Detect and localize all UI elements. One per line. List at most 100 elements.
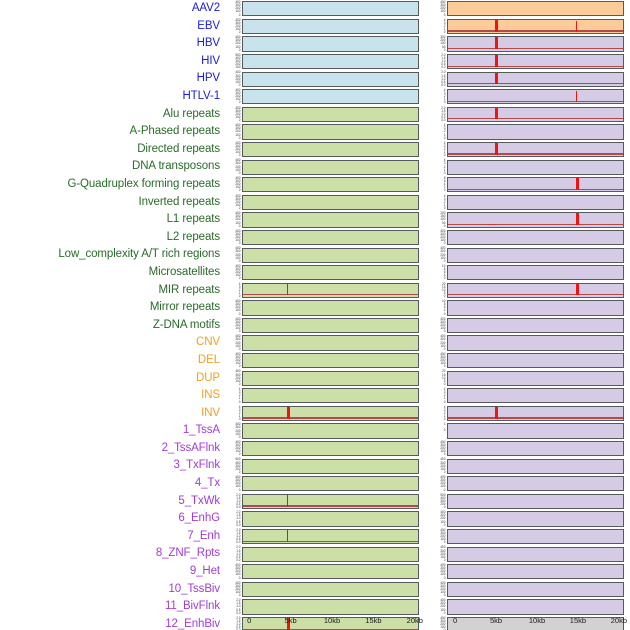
track-panel-right[interactable] <box>447 599 624 615</box>
track-panel-right[interactable] <box>447 300 624 316</box>
track-panel-left[interactable] <box>242 106 419 122</box>
track-panel-left[interactable] <box>242 89 419 105</box>
track-panel-right[interactable] <box>447 353 624 369</box>
track-panel-left[interactable] <box>242 18 419 34</box>
track-panel-right[interactable] <box>447 71 624 87</box>
track-panel-left[interactable] <box>242 441 419 457</box>
feature-spike[interactable] <box>495 143 499 155</box>
feature-spike[interactable] <box>495 37 499 50</box>
track-panel-right[interactable] <box>447 141 624 158</box>
track-panel-right[interactable] <box>447 89 624 105</box>
track-panel-left[interactable] <box>242 564 419 580</box>
track-panel-right[interactable] <box>447 441 624 457</box>
track-panel-right[interactable] <box>447 194 624 210</box>
track-panel-right[interactable] <box>447 247 624 263</box>
track-panel-left[interactable] <box>242 194 419 210</box>
track-panel-right[interactable] <box>447 335 624 351</box>
feature-spike[interactable] <box>490 223 492 226</box>
track-panel-right[interactable] <box>447 458 624 474</box>
track-panel-right[interactable] <box>447 388 624 404</box>
track-row: Microsatellites 400 300 200 100 0 10 8 6 4 0 <box>0 264 630 282</box>
track-panel-left[interactable] <box>242 476 419 492</box>
track-panel-left[interactable] <box>242 423 419 439</box>
track-panel-left[interactable] <box>242 493 419 510</box>
track-panel-right[interactable] <box>447 546 624 562</box>
track-panel-left[interactable] <box>242 1 419 17</box>
feature-spike[interactable] <box>575 178 579 190</box>
track-panel-left[interactable] <box>242 282 419 298</box>
track-panel-left[interactable] <box>242 599 419 615</box>
track-panel-right[interactable] <box>447 581 624 597</box>
feature-spike[interactable] <box>286 617 290 630</box>
track-panel-left[interactable] <box>242 212 419 228</box>
track-panel-right[interactable] <box>447 124 624 140</box>
track-panel-right[interactable] <box>447 423 624 439</box>
y-tick-label: 0.5 <box>236 536 241 542</box>
track-panel-right[interactable] <box>447 265 624 281</box>
track-panel-left[interactable] <box>242 300 419 316</box>
track-panel-right[interactable] <box>447 18 624 34</box>
feature-spike[interactable] <box>575 213 579 226</box>
track-panel-right[interactable] <box>447 511 624 527</box>
track-panel-right[interactable] <box>447 1 624 17</box>
track-panel-left[interactable] <box>242 546 419 562</box>
track-panel-right[interactable] <box>447 106 624 122</box>
feature-spike[interactable] <box>495 72 499 85</box>
track-panel-right[interactable] <box>447 370 624 386</box>
track-panel-left[interactable] <box>242 405 419 422</box>
track-panel-right[interactable] <box>447 616 624 630</box>
track-panel-left[interactable] <box>242 335 419 351</box>
feature-spike[interactable] <box>575 20 578 32</box>
track-panel-left[interactable] <box>242 71 419 87</box>
feature-spike[interactable] <box>286 494 289 507</box>
track-panel-right[interactable] <box>447 177 624 193</box>
track-panel-left[interactable] <box>242 353 419 369</box>
feature-spike[interactable] <box>495 54 499 67</box>
track-panel-left[interactable] <box>242 159 419 175</box>
track-panel-left[interactable] <box>242 317 419 334</box>
y-tick-label: 3 <box>443 389 446 395</box>
track-panel-right[interactable] <box>447 36 624 52</box>
track-panel-right[interactable] <box>447 564 624 580</box>
feature-spike[interactable] <box>495 406 499 419</box>
track-panel-right[interactable] <box>447 229 624 246</box>
track-panel-left[interactable] <box>242 265 419 281</box>
y-axis-ticks-left: 400 300 200 100 0 <box>222 422 242 440</box>
track-panel-right[interactable] <box>447 212 624 228</box>
y-tick-label: 1 <box>443 202 446 208</box>
y-tick-label: 0 <box>443 399 446 404</box>
track-row: A-Phased repeats 400 300 200 100 0 4 3 2 1 0 <box>0 123 630 141</box>
track-panel-right[interactable] <box>447 476 624 492</box>
track-panel-left[interactable] <box>242 529 419 545</box>
track-panel-left[interactable] <box>242 247 419 263</box>
feature-spike[interactable] <box>286 406 290 419</box>
track-label: Low_complexity A/T rich regions <box>58 248 220 261</box>
track-panel-right[interactable] <box>447 53 624 70</box>
track-panel-left[interactable] <box>242 370 419 386</box>
feature-spike[interactable] <box>495 19 499 32</box>
track-panel-left[interactable] <box>242 388 419 404</box>
y-axis-ticks-right: 2.0 1.5 1.0 0.5 0.0 <box>427 70 447 88</box>
track-panel-left[interactable] <box>242 53 419 70</box>
track-panel-left[interactable] <box>242 616 419 630</box>
track-panel-left[interactable] <box>242 36 419 52</box>
track-panel-right[interactable] <box>447 317 624 334</box>
track-panel-right[interactable] <box>447 282 624 298</box>
track-panel-right[interactable] <box>447 159 624 175</box>
track-panel-right[interactable] <box>447 493 624 510</box>
track-panel-left[interactable] <box>242 458 419 474</box>
track-panel-left[interactable] <box>242 581 419 597</box>
feature-spike[interactable] <box>575 283 579 296</box>
feature-spike[interactable] <box>495 107 499 120</box>
feature-spike[interactable] <box>575 90 578 102</box>
track-panel-right[interactable] <box>447 529 624 545</box>
track-panel-left[interactable] <box>242 141 419 158</box>
track-panel-right[interactable] <box>447 405 624 422</box>
feature-spike[interactable] <box>286 530 289 542</box>
track-panel-left[interactable] <box>242 177 419 193</box>
track-panel-left[interactable] <box>242 511 419 527</box>
feature-spike[interactable] <box>286 283 289 296</box>
track-panel-left[interactable] <box>242 124 419 140</box>
track-panel-left[interactable] <box>242 229 419 246</box>
